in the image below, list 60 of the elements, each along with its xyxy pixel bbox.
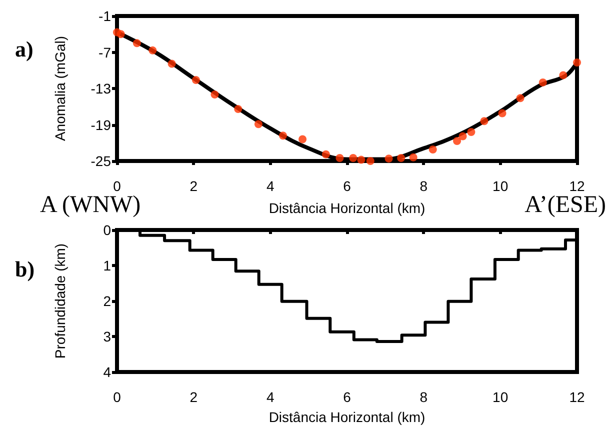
point [559, 71, 568, 80]
point [453, 137, 462, 146]
x-axis-title: Distância Horizontal (km) [268, 200, 426, 216]
x-tick-label: 10 [492, 389, 508, 405]
point [538, 78, 547, 86]
y-tick-label: -19 [90, 116, 112, 133]
point [467, 128, 476, 136]
y-tick-label: 1 [103, 258, 112, 274]
point [428, 146, 437, 154]
y-tick-label: 0 [103, 222, 112, 238]
point [168, 60, 176, 68]
x-tick-label: 8 [420, 389, 428, 405]
y-axis-title: Anomalia (mGal) [52, 36, 68, 142]
point [322, 150, 330, 158]
x-tick-label: 6 [343, 389, 352, 405]
y-tick-label: -1 [98, 8, 112, 24]
x-tick-label: 0 [113, 178, 122, 194]
point [498, 109, 506, 118]
point [409, 153, 418, 162]
y-tick-label: 2 [103, 293, 112, 309]
point [349, 154, 358, 162]
x-axis-title: Distância Horizontal (km) [268, 409, 426, 425]
point [148, 46, 157, 54]
point [278, 132, 287, 140]
point [254, 120, 262, 128]
point [192, 76, 200, 84]
y-axis-title: Profundidade (km) [52, 243, 68, 359]
point [397, 154, 406, 162]
point [298, 135, 307, 144]
x-tick-label: 4 [266, 178, 274, 194]
x-tick-label: 4 [266, 389, 274, 405]
point [384, 154, 393, 163]
point [132, 39, 141, 48]
point [458, 132, 467, 140]
text: A’(ESE) [524, 192, 606, 218]
point [357, 156, 366, 164]
point [480, 117, 488, 126]
text: b) [15, 256, 35, 282]
point [366, 157, 374, 165]
y-tick-label: -7 [98, 44, 112, 60]
text: A (WNW) [40, 192, 141, 218]
x-tick-label: 12 [569, 178, 585, 194]
point [573, 58, 581, 67]
y-tick-label: 3 [103, 328, 112, 344]
y-tick-label: -13 [90, 80, 112, 96]
point [336, 154, 344, 162]
x-tick-label: 12 [569, 389, 585, 405]
text: a) [15, 36, 34, 62]
x-tick-label: 2 [190, 389, 198, 405]
x-tick-label: 2 [190, 178, 198, 194]
point [234, 105, 242, 114]
y-tick-label: 4 [103, 364, 112, 380]
point [516, 94, 524, 102]
point [210, 90, 219, 99]
x-tick-label: 0 [113, 389, 122, 405]
x-tick-label: 6 [343, 178, 352, 194]
x-tick-label: 10 [492, 178, 508, 194]
x-tick-label: 8 [420, 178, 428, 194]
y-tick-label: -25 [90, 153, 112, 169]
point [116, 30, 125, 38]
